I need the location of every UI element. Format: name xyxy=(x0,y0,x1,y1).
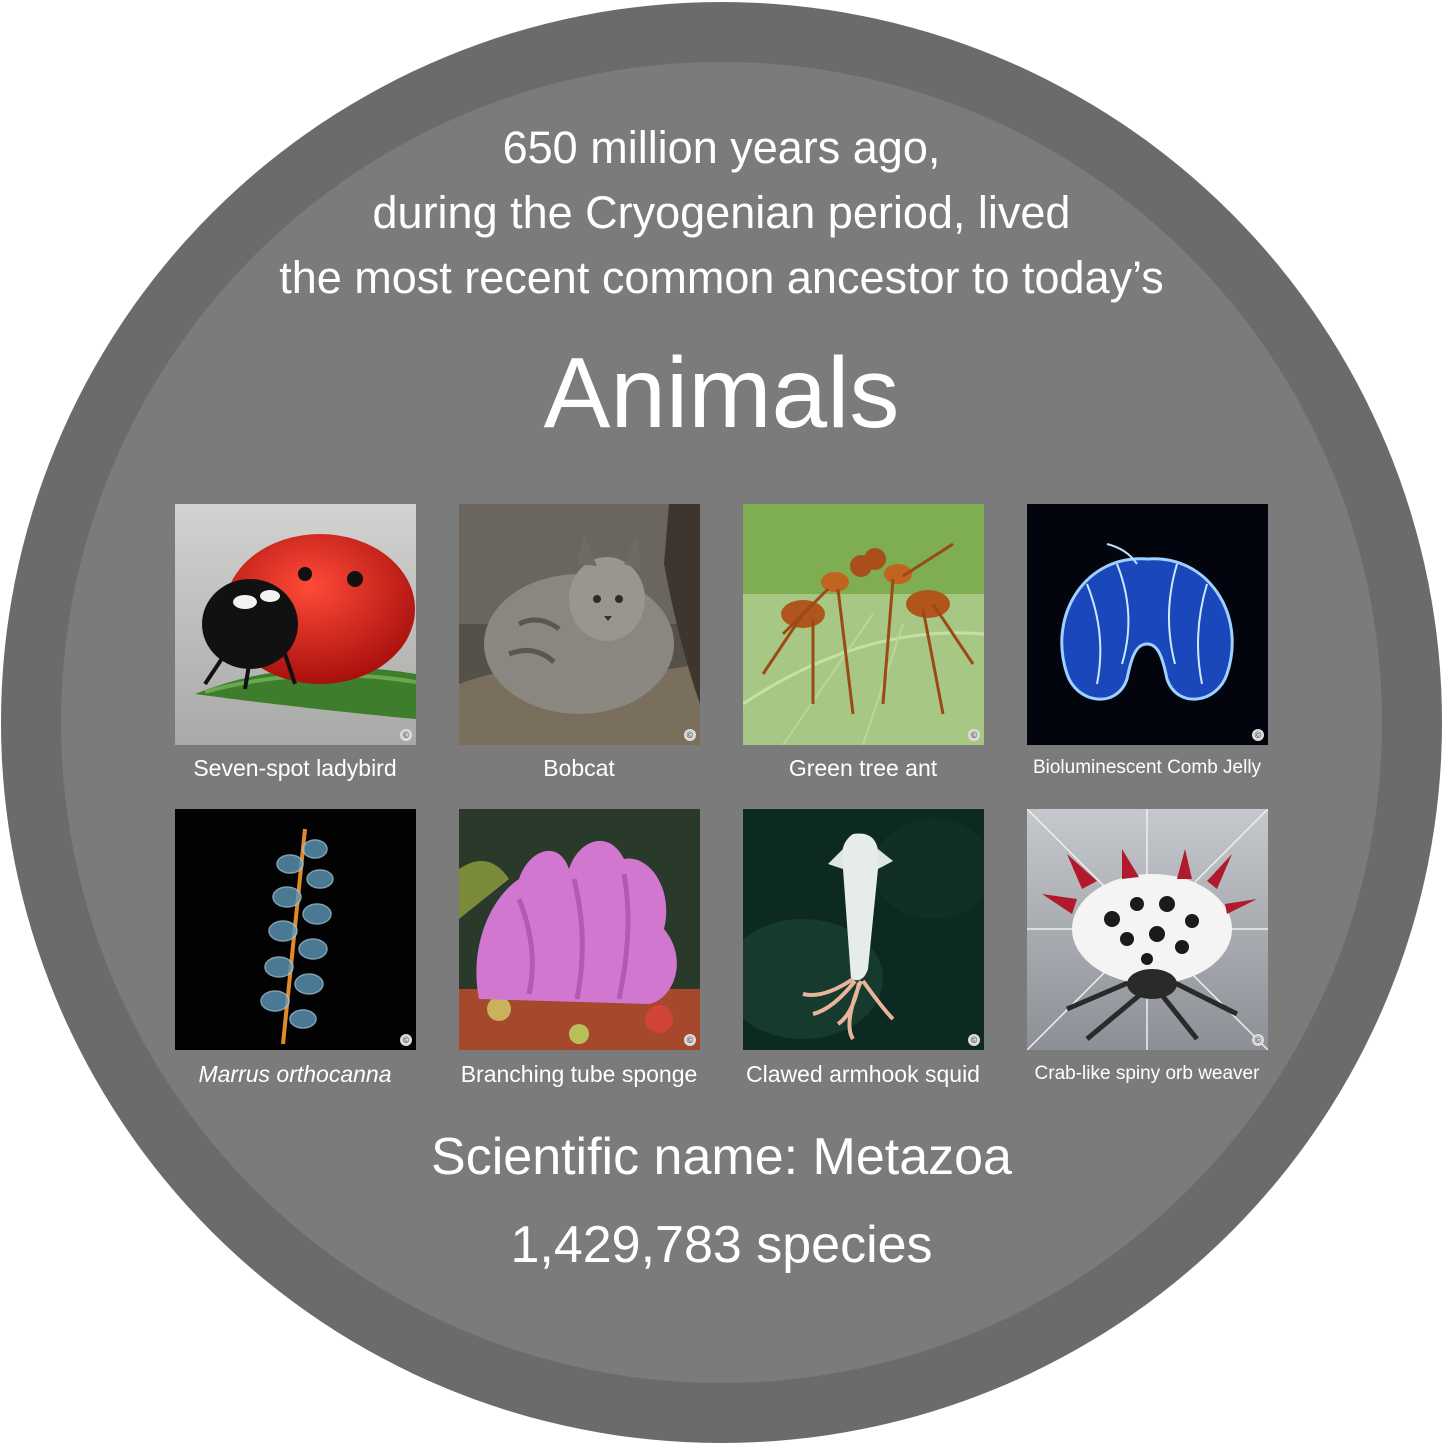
bobcat-photo-icon xyxy=(459,504,700,745)
intro-line-3: the most recent common ancestor to today… xyxy=(279,252,1164,303)
intro-line-1: 650 million years ago, xyxy=(502,122,941,173)
copyright-icon: © xyxy=(400,729,412,741)
copyright-icon: © xyxy=(968,729,980,741)
squid-photo[interactable]: © xyxy=(743,809,984,1050)
siphonophore-photo-icon xyxy=(175,809,416,1050)
sponge-photo-icon xyxy=(459,809,700,1050)
squid-photo-icon xyxy=(743,809,984,1050)
caption-green-tree-ant: Green tree ant xyxy=(788,755,938,781)
caption-comb-jelly: Bioluminescent Comb Jelly xyxy=(1032,757,1262,778)
caption-armhook-squid: Clawed armhook squid xyxy=(746,1061,980,1087)
ant-photo-icon xyxy=(743,504,984,745)
copyright-icon: © xyxy=(684,729,696,741)
copyright-icon: © xyxy=(968,1034,980,1046)
caption-marrus-orthocanna: Marrus orthocanna xyxy=(198,1061,392,1087)
siphonophore-photo[interactable]: © xyxy=(175,809,416,1050)
comb-jelly-photo-icon xyxy=(1027,504,1268,745)
caption-tube-sponge: Branching tube sponge xyxy=(460,1061,698,1087)
caption-ladybird: Seven-spot ladybird xyxy=(193,755,397,781)
intro-line-2: during the Cryogenian period, lived xyxy=(372,187,1071,238)
ant-photo[interactable]: © xyxy=(743,504,984,745)
copyright-icon: © xyxy=(1252,729,1264,741)
copyright-icon: © xyxy=(1252,1034,1264,1046)
clade-title: Animals xyxy=(543,337,900,449)
scientific-name: Scientific name: Metazoa xyxy=(431,1128,1012,1186)
caption-bobcat: Bobcat xyxy=(543,755,615,781)
ladybird-photo-icon xyxy=(175,504,416,745)
comb-jelly-photo[interactable]: © xyxy=(1027,504,1268,745)
spider-photo-icon xyxy=(1027,809,1268,1050)
bobcat-photo[interactable]: © xyxy=(459,504,700,745)
species-count: 1,429,783 species xyxy=(510,1216,933,1274)
ladybird-photo[interactable]: © xyxy=(175,504,416,745)
spider-photo[interactable]: © xyxy=(1027,809,1268,1050)
sponge-photo[interactable]: © xyxy=(459,809,700,1050)
copyright-icon: © xyxy=(684,1034,696,1046)
copyright-icon: © xyxy=(400,1034,412,1046)
caption-spiny-orb-weaver: Crab-like spiny orb weaver xyxy=(1034,1063,1260,1084)
